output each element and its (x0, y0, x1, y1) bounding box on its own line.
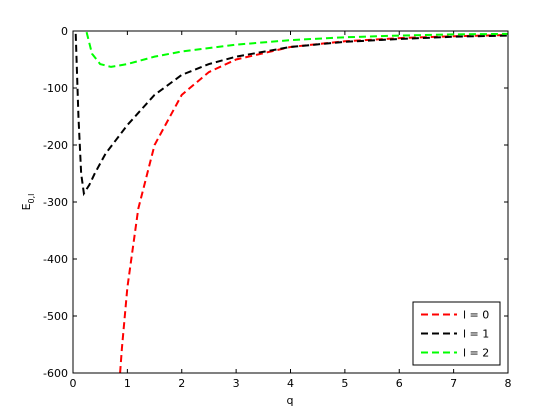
data-line (119, 33, 508, 373)
y-label-sub: 0,l (27, 194, 36, 204)
y-tick-label: -300 (43, 196, 68, 209)
y-tick-label: -500 (43, 310, 68, 323)
data-line (85, 31, 508, 68)
x-tick-label: 8 (505, 377, 512, 390)
plot-frame (72, 30, 509, 374)
y-tick-label: -200 (43, 139, 68, 152)
y-tick-label: -400 (43, 253, 68, 266)
y-label-main: E (20, 203, 33, 210)
y-tick-label: 0 (61, 25, 68, 38)
x-tick-label: 2 (178, 377, 185, 390)
y-axis-label: E0,l (20, 194, 36, 211)
x-tick-label: 3 (233, 377, 240, 390)
x-axis-label: q (287, 394, 294, 407)
y-tick-label: -100 (43, 82, 68, 95)
legend-label: l = 0 (463, 309, 489, 322)
data-line (74, 33, 508, 197)
legend-label: l = 1 (463, 328, 489, 341)
y-tick-label: -600 (43, 367, 68, 380)
x-tick-label: 0 (70, 377, 77, 390)
x-tick-label: 4 (287, 377, 294, 390)
x-tick-label: 1 (124, 377, 131, 390)
x-tick-label: 5 (341, 377, 348, 390)
x-tick-label: 7 (450, 377, 457, 390)
x-tick-label: 6 (396, 377, 403, 390)
legend-label: l = 2 (463, 347, 489, 360)
